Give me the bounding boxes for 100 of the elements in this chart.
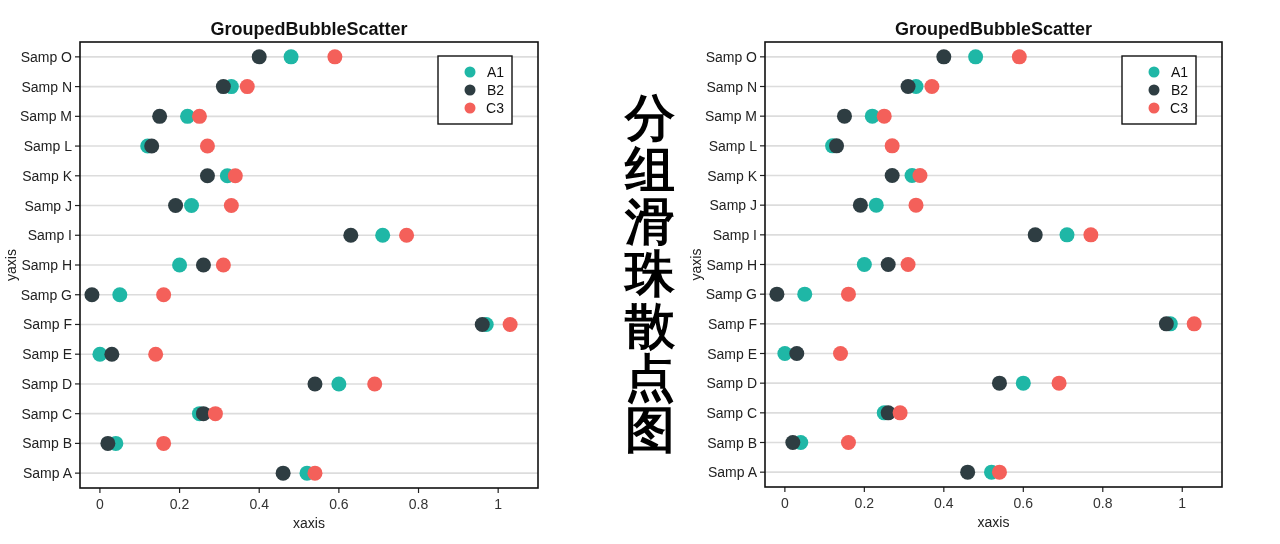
point	[1015, 375, 1031, 391]
point	[144, 138, 160, 154]
point	[343, 227, 359, 243]
legend-label: C3	[1170, 100, 1189, 116]
point	[797, 286, 813, 302]
point	[876, 108, 892, 124]
point	[375, 227, 391, 243]
legend-label: C3	[486, 100, 505, 116]
point	[852, 197, 868, 213]
point	[100, 435, 116, 451]
point	[789, 346, 805, 361]
point	[502, 316, 518, 332]
legend-label: A1	[1170, 64, 1189, 80]
point	[1059, 227, 1075, 243]
point	[184, 198, 200, 214]
point	[215, 257, 231, 273]
legend-label: B2	[1170, 82, 1189, 98]
point	[84, 287, 100, 303]
point	[199, 168, 215, 184]
y-tick-label: Samp G	[705, 286, 757, 303]
x-tick-label: 0.6	[1013, 495, 1034, 511]
chart-title: GroupedBubbleScatter	[210, 19, 408, 39]
y-tick-label: Samp D	[21, 375, 72, 392]
point	[912, 168, 928, 183]
y-tick-label: Samp N	[706, 78, 757, 95]
point	[884, 138, 900, 154]
y-axis-title: yaxis	[688, 248, 704, 281]
y-tick-label: Samp I	[712, 226, 757, 243]
point	[367, 376, 383, 392]
point	[148, 346, 164, 362]
y-tick-label: Samp D	[706, 375, 757, 392]
y-tick-label: Samp H	[706, 256, 757, 273]
y-tick-label: Samp A	[707, 464, 758, 481]
point	[991, 375, 1007, 391]
point	[991, 464, 1007, 480]
point	[251, 49, 267, 65]
y-tick-label: Samp B	[707, 434, 757, 451]
point	[191, 108, 207, 124]
point	[227, 168, 243, 184]
point	[399, 227, 415, 243]
x-tick-label: 0	[96, 496, 105, 512]
y-tick-label: Samp A	[22, 465, 73, 482]
x-tick-label: 1	[494, 496, 503, 512]
point	[960, 464, 976, 480]
y-tick-label: Samp O	[20, 48, 73, 65]
point	[331, 376, 347, 392]
point	[283, 49, 299, 65]
x-tick-label: 0	[780, 495, 789, 511]
x-tick-label: 0.2	[169, 496, 190, 512]
y-tick-label: Samp F	[707, 315, 757, 332]
point	[924, 79, 940, 94]
y-axis-title: yaxis	[3, 249, 19, 281]
x-axis-title: xaxis	[977, 514, 1010, 530]
point	[275, 465, 291, 481]
point	[156, 435, 172, 451]
point	[1158, 316, 1174, 332]
x-tick-label: 1	[1178, 495, 1187, 511]
point	[936, 49, 952, 65]
y-tick-label: Samp G	[20, 286, 72, 303]
y-tick-label: Samp M	[19, 108, 72, 125]
y-tick-label: Samp B	[22, 435, 72, 452]
point	[474, 316, 490, 332]
point	[900, 257, 916, 272]
y-tick-label: Samp I	[27, 227, 72, 244]
point	[856, 257, 872, 272]
y-tick-label: Samp E	[707, 345, 757, 362]
point	[152, 108, 168, 124]
point	[327, 49, 343, 65]
point	[892, 405, 908, 421]
legend-label: B2	[486, 82, 505, 98]
x-tick-label: 0.4	[934, 495, 954, 511]
x-tick-label: 0.2	[854, 495, 875, 511]
point	[769, 286, 785, 302]
point	[1083, 227, 1099, 243]
legend-label: A1	[486, 64, 505, 80]
x-tick-label: 0.8	[1093, 495, 1113, 511]
y-tick-label: Samp J	[709, 197, 757, 214]
point	[840, 435, 856, 450]
point	[195, 257, 211, 273]
point	[239, 79, 255, 95]
y-tick-label: Samp E	[22, 346, 72, 363]
point	[172, 257, 188, 273]
point	[223, 198, 239, 214]
point	[833, 346, 848, 361]
y-tick-label: Samp L	[23, 138, 73, 155]
y-tick-label: Samp C	[706, 404, 757, 421]
point	[307, 376, 323, 392]
point	[884, 168, 900, 183]
y-tick-label: Samp N	[21, 78, 72, 95]
point	[215, 79, 231, 95]
x-tick-label: 0.4	[249, 496, 270, 512]
y-tick-label: Samp L	[708, 137, 758, 154]
y-tick-label: Samp J	[24, 197, 72, 214]
point	[900, 79, 916, 94]
point	[104, 346, 120, 362]
x-tick-label: 0.8	[408, 496, 429, 512]
y-tick-label: Samp K	[707, 167, 758, 184]
x-axis-title: xaxis	[293, 515, 325, 531]
point	[1011, 49, 1027, 65]
point	[968, 49, 984, 65]
